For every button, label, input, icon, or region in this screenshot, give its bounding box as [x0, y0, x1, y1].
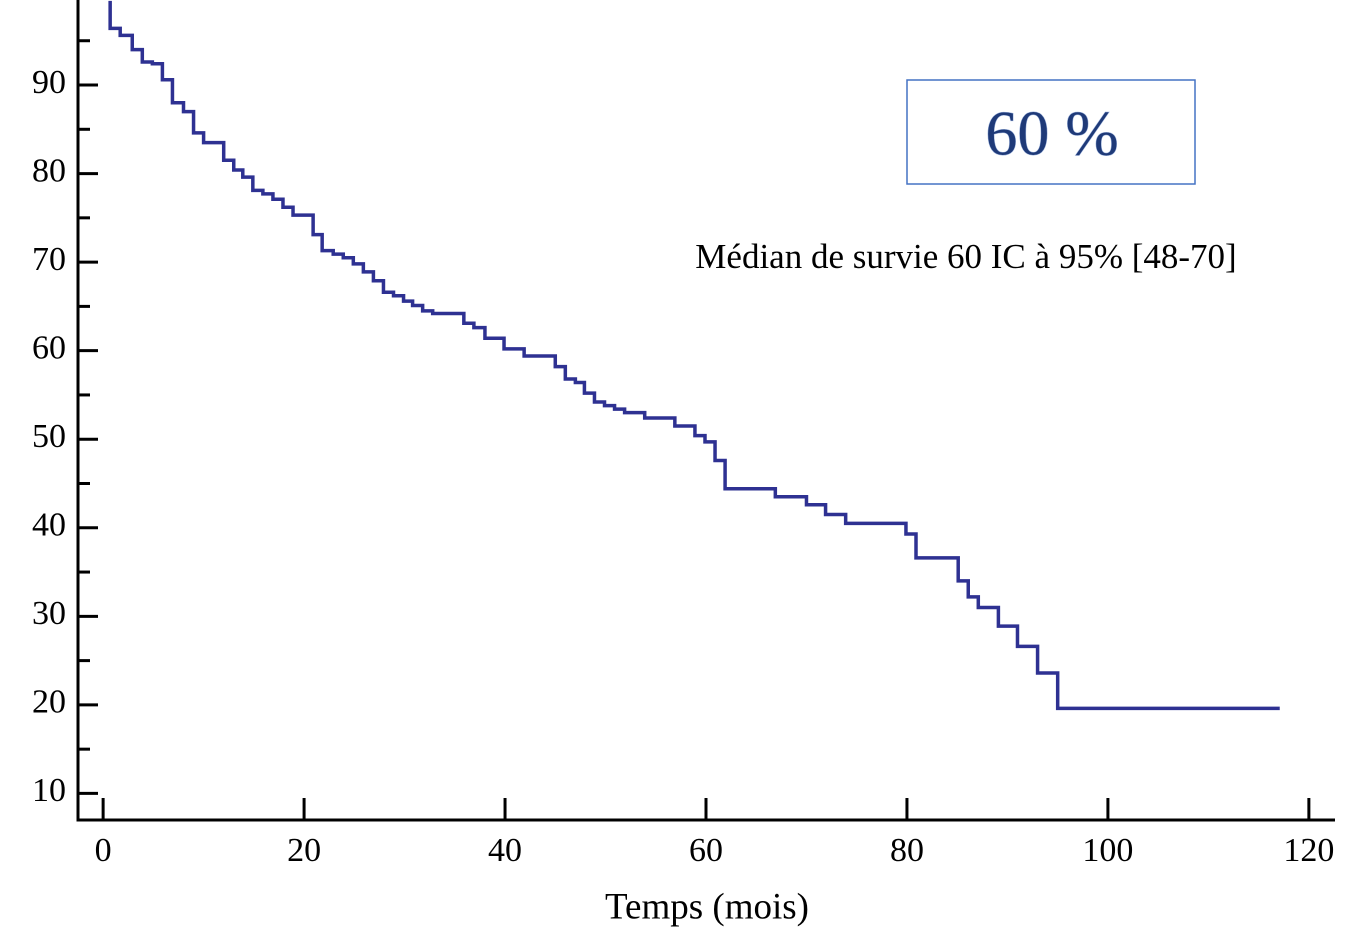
- x-axis-label: Temps (mois): [605, 886, 809, 927]
- y-tick-label: 40: [32, 507, 66, 544]
- y-tick-label: 80: [32, 152, 66, 189]
- y-tick-label: 90: [32, 64, 66, 101]
- y-tick-label: 70: [32, 241, 66, 278]
- x-tick-label: 0: [95, 832, 112, 869]
- annotation-text: Médian de survie 60 IC à 95% [48-70]: [695, 237, 1236, 276]
- y-tick-label: 10: [32, 772, 66, 809]
- y-tick-label: 30: [32, 595, 66, 632]
- annotation-box: [906, 79, 1196, 185]
- x-tick-label: 40: [488, 832, 522, 869]
- annotation-value: 60 %: [985, 98, 1118, 169]
- x-tick-label: 20: [287, 832, 321, 869]
- y-tick-label: 50: [32, 418, 66, 455]
- y-tick-label: 20: [32, 684, 66, 721]
- x-tick-label: 120: [1283, 832, 1334, 869]
- survival-curve: [108, 0, 1280, 711]
- y-tick-label: 60: [32, 329, 66, 366]
- x-tick-label: 100: [1082, 832, 1133, 869]
- x-tick-label: 80: [890, 832, 924, 869]
- x-tick-label: 60: [689, 832, 723, 869]
